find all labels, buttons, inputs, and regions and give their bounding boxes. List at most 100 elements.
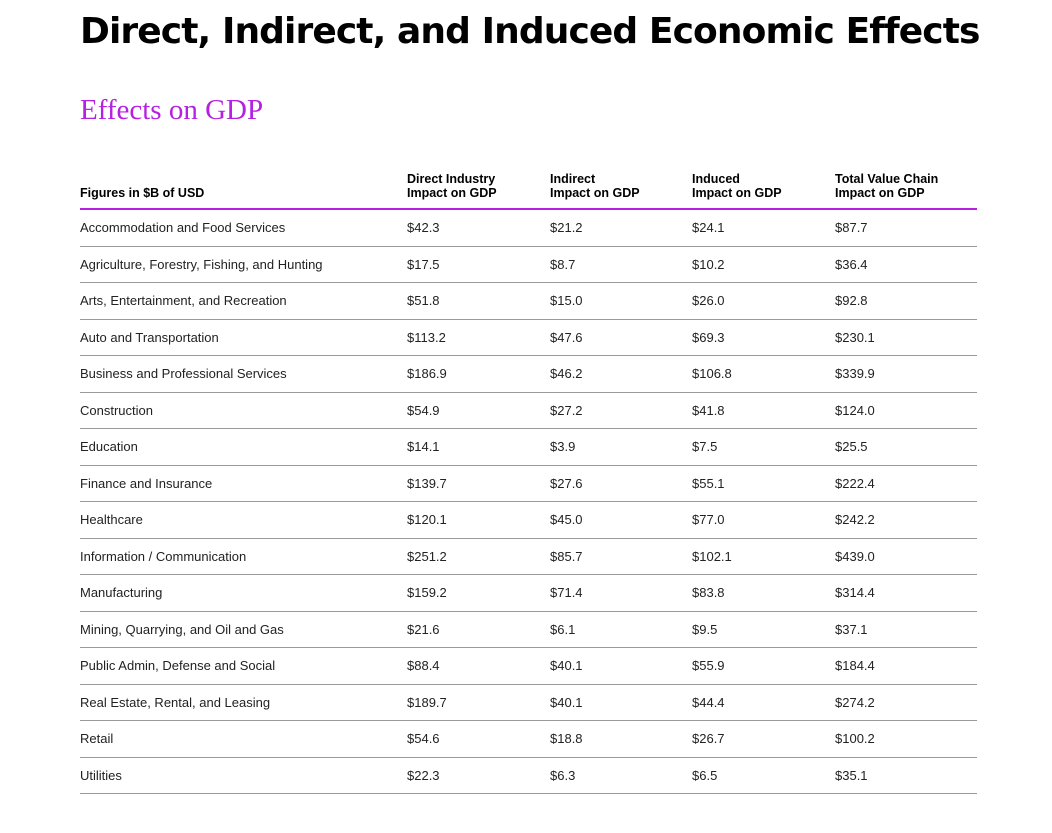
table-row: Information / Communication $251.2 $85.7 $1… (80, 538, 977, 575)
column-header-line: Direct Industry (407, 172, 496, 186)
column-header-line: Impact on GDP (407, 186, 497, 200)
induced-impact-cell: $106.8 (692, 355, 835, 393)
direct-impact-cell: $159.2 (407, 574, 550, 612)
column-header-line: Total Value Chain (835, 172, 939, 186)
indirect-impact-cell: $21.2 (550, 209, 692, 247)
direct-impact-cell: $120.1 (407, 501, 550, 539)
indirect-impact-cell: $71.4 (550, 574, 692, 612)
table-row: Education $14.1 $3.9 $7.5 $25.5 (80, 428, 977, 466)
header-row: Figures in $B of USD Direct Industry Impac… (80, 158, 977, 210)
indirect-impact-cell: $47.6 (550, 319, 692, 356)
table-row: Healthcare $120.1 $45.0 $77.0 $242.2 (80, 501, 977, 539)
direct-impact-cell: $54.9 (407, 392, 550, 429)
industry-name-cell: Retail (80, 720, 407, 758)
direct-impact-cell: $22.3 (407, 757, 550, 794)
gdp-effects-table: Figures in $B of USD Direct Industry Impac… (80, 158, 977, 794)
induced-impact-cell: $24.1 (692, 209, 835, 247)
header-figures-unit: Figures in $B of USD (80, 158, 407, 210)
induced-impact-cell: $69.3 (692, 319, 835, 356)
induced-impact-cell: $26.7 (692, 720, 835, 758)
indirect-impact-cell: $40.1 (550, 647, 692, 685)
total-impact-cell: $242.2 (835, 501, 977, 539)
industry-name-cell: Auto and Transportation (80, 319, 407, 356)
table-row: Retail $54.6 $18.8 $26.7 $100.2 (80, 720, 977, 758)
industry-name-cell: Information / Communication (80, 538, 407, 575)
direct-impact-cell: $54.6 (407, 720, 550, 758)
table-header: Figures in $B of USD Direct Industry Impac… (80, 158, 977, 210)
industry-name-cell: Finance and Insurance (80, 465, 407, 502)
table-row: Mining, Quarrying, and Oil and Gas $21.6 $… (80, 611, 977, 648)
direct-impact-cell: $139.7 (407, 465, 550, 502)
direct-impact-cell: $51.8 (407, 282, 550, 320)
column-header-line: Induced (692, 172, 740, 186)
page-title: Direct, Indirect, and Induced Economic E… (80, 11, 980, 52)
header-direct-impact: Direct Industry Impact on GDP (407, 158, 550, 210)
total-impact-cell: $36.4 (835, 246, 977, 283)
total-impact-cell: $222.4 (835, 465, 977, 502)
industry-name-cell: Healthcare (80, 501, 407, 539)
column-header-line: Figures in $B of USD (80, 186, 205, 200)
indirect-impact-cell: $46.2 (550, 355, 692, 393)
direct-impact-cell: $88.4 (407, 647, 550, 685)
industry-name-cell: Agriculture, Forestry, Fishing, and Hunt… (80, 246, 407, 283)
industry-name-cell: Manufacturing (80, 574, 407, 612)
indirect-impact-cell: $6.1 (550, 611, 692, 648)
direct-impact-cell: $251.2 (407, 538, 550, 575)
industry-name-cell: Real Estate, Rental, and Leasing (80, 684, 407, 721)
table-row: Utilities $22.3 $6.3 $6.5 $35.1 (80, 757, 977, 794)
industry-name-cell: Arts, Entertainment, and Recreation (80, 282, 407, 320)
header-total-impact: Total Value Chain Impact on GDP (835, 158, 977, 210)
indirect-impact-cell: $40.1 (550, 684, 692, 721)
section-title: Effects on GDP (80, 94, 264, 126)
total-impact-cell: $314.4 (835, 574, 977, 612)
indirect-impact-cell: $3.9 (550, 428, 692, 466)
induced-impact-cell: $44.4 (692, 684, 835, 721)
induced-impact-cell: $26.0 (692, 282, 835, 320)
total-impact-cell: $339.9 (835, 355, 977, 393)
industry-name-cell: Accommodation and Food Services (80, 209, 407, 247)
table-row: Finance and Insurance $139.7 $27.6 $55.1 $22… (80, 465, 977, 502)
total-impact-cell: $274.2 (835, 684, 977, 721)
table-row: Business and Professional Services $186.9… (80, 355, 977, 393)
induced-impact-cell: $55.1 (692, 465, 835, 502)
total-impact-cell: $35.1 (835, 757, 977, 794)
industry-name-cell: Mining, Quarrying, and Oil and Gas (80, 611, 407, 648)
table-row: Public Admin, Defense and Social $88.4 $40… (80, 647, 977, 685)
industry-name-cell: Utilities (80, 757, 407, 794)
header-indirect-impact: Indirect Impact on GDP (550, 158, 692, 210)
indirect-impact-cell: $85.7 (550, 538, 692, 575)
induced-impact-cell: $9.5 (692, 611, 835, 648)
direct-impact-cell: $42.3 (407, 209, 550, 247)
table-row: Arts, Entertainment, and Recreation $51.8… (80, 282, 977, 320)
induced-impact-cell: $41.8 (692, 392, 835, 429)
table-row: Accommodation and Food Services $42.3 $21.… (80, 209, 977, 247)
total-impact-cell: $92.8 (835, 282, 977, 320)
direct-impact-cell: $17.5 (407, 246, 550, 283)
direct-impact-cell: $186.9 (407, 355, 550, 393)
industry-name-cell: Business and Professional Services (80, 355, 407, 393)
induced-impact-cell: $77.0 (692, 501, 835, 539)
induced-impact-cell: $10.2 (692, 246, 835, 283)
total-impact-cell: $124.0 (835, 392, 977, 429)
indirect-impact-cell: $27.2 (550, 392, 692, 429)
table-row: Auto and Transportation $113.2 $47.6 $69.3 $… (80, 319, 977, 356)
induced-impact-cell: $55.9 (692, 647, 835, 685)
total-impact-cell: $230.1 (835, 319, 977, 356)
industry-name-cell: Public Admin, Defense and Social (80, 647, 407, 685)
table-row: Real Estate, Rental, and Leasing $189.7 $4… (80, 684, 977, 721)
table-row: Agriculture, Forestry, Fishing, and Hunt… (80, 246, 977, 283)
industry-name-cell: Education (80, 428, 407, 466)
header-induced-impact: Induced Impact on GDP (692, 158, 835, 210)
table-body: Accommodation and Food Services $42.3 $21.… (80, 209, 977, 794)
induced-impact-cell: $102.1 (692, 538, 835, 575)
indirect-impact-cell: $45.0 (550, 501, 692, 539)
direct-impact-cell: $14.1 (407, 428, 550, 466)
induced-impact-cell: $7.5 (692, 428, 835, 466)
column-header-line: Impact on GDP (692, 186, 782, 200)
column-header-line: Indirect (550, 172, 596, 186)
induced-impact-cell: $83.8 (692, 574, 835, 612)
indirect-impact-cell: $6.3 (550, 757, 692, 794)
column-header-line: Impact on GDP (835, 186, 925, 200)
indirect-impact-cell: $27.6 (550, 465, 692, 502)
direct-impact-cell: $189.7 (407, 684, 550, 721)
